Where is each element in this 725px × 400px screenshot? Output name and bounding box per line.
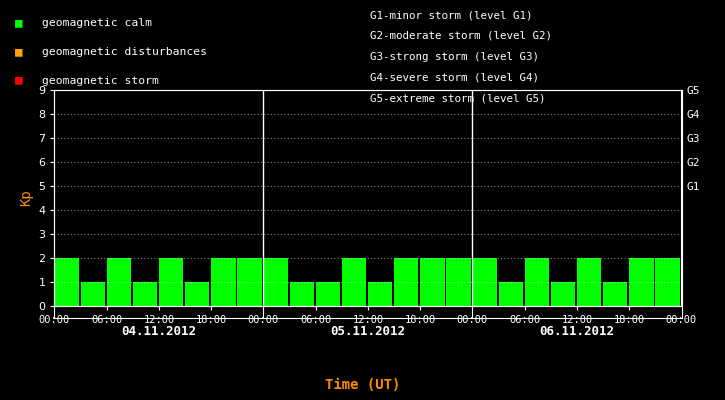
Text: ■: ■ bbox=[14, 45, 22, 58]
Bar bbox=[159, 258, 183, 306]
Text: 05.11.2012: 05.11.2012 bbox=[331, 325, 405, 338]
Bar bbox=[629, 258, 654, 306]
Bar bbox=[447, 258, 471, 306]
Bar bbox=[315, 282, 340, 306]
Bar bbox=[603, 282, 628, 306]
Bar bbox=[473, 258, 497, 306]
Text: G4-severe storm (level G4): G4-severe storm (level G4) bbox=[370, 72, 539, 82]
Text: geomagnetic storm: geomagnetic storm bbox=[42, 76, 159, 86]
Bar bbox=[237, 258, 262, 306]
Text: 04.11.2012: 04.11.2012 bbox=[121, 325, 196, 338]
Bar bbox=[133, 282, 157, 306]
Bar bbox=[655, 258, 680, 306]
Bar bbox=[420, 258, 444, 306]
Bar bbox=[289, 282, 314, 306]
Bar bbox=[551, 282, 575, 306]
Bar bbox=[185, 282, 210, 306]
Bar bbox=[577, 258, 601, 306]
Text: ■: ■ bbox=[14, 74, 22, 87]
Text: G5-extreme storm (level G5): G5-extreme storm (level G5) bbox=[370, 93, 545, 103]
Text: geomagnetic calm: geomagnetic calm bbox=[42, 18, 152, 28]
Y-axis label: Kp: Kp bbox=[19, 190, 33, 206]
Text: G1-minor storm (level G1): G1-minor storm (level G1) bbox=[370, 10, 532, 20]
Text: ■: ■ bbox=[14, 16, 22, 29]
Bar bbox=[394, 258, 418, 306]
Bar bbox=[525, 258, 549, 306]
Text: G3-strong storm (level G3): G3-strong storm (level G3) bbox=[370, 52, 539, 62]
Bar bbox=[80, 282, 105, 306]
Bar bbox=[499, 282, 523, 306]
Text: geomagnetic disturbances: geomagnetic disturbances bbox=[42, 47, 207, 57]
Bar bbox=[263, 258, 288, 306]
Text: G2-moderate storm (level G2): G2-moderate storm (level G2) bbox=[370, 31, 552, 41]
Bar bbox=[341, 258, 366, 306]
Bar bbox=[54, 258, 79, 306]
Text: Time (UT): Time (UT) bbox=[325, 378, 400, 392]
Bar bbox=[107, 258, 131, 306]
Bar bbox=[211, 258, 236, 306]
Bar bbox=[368, 282, 392, 306]
Text: 06.11.2012: 06.11.2012 bbox=[539, 325, 615, 338]
